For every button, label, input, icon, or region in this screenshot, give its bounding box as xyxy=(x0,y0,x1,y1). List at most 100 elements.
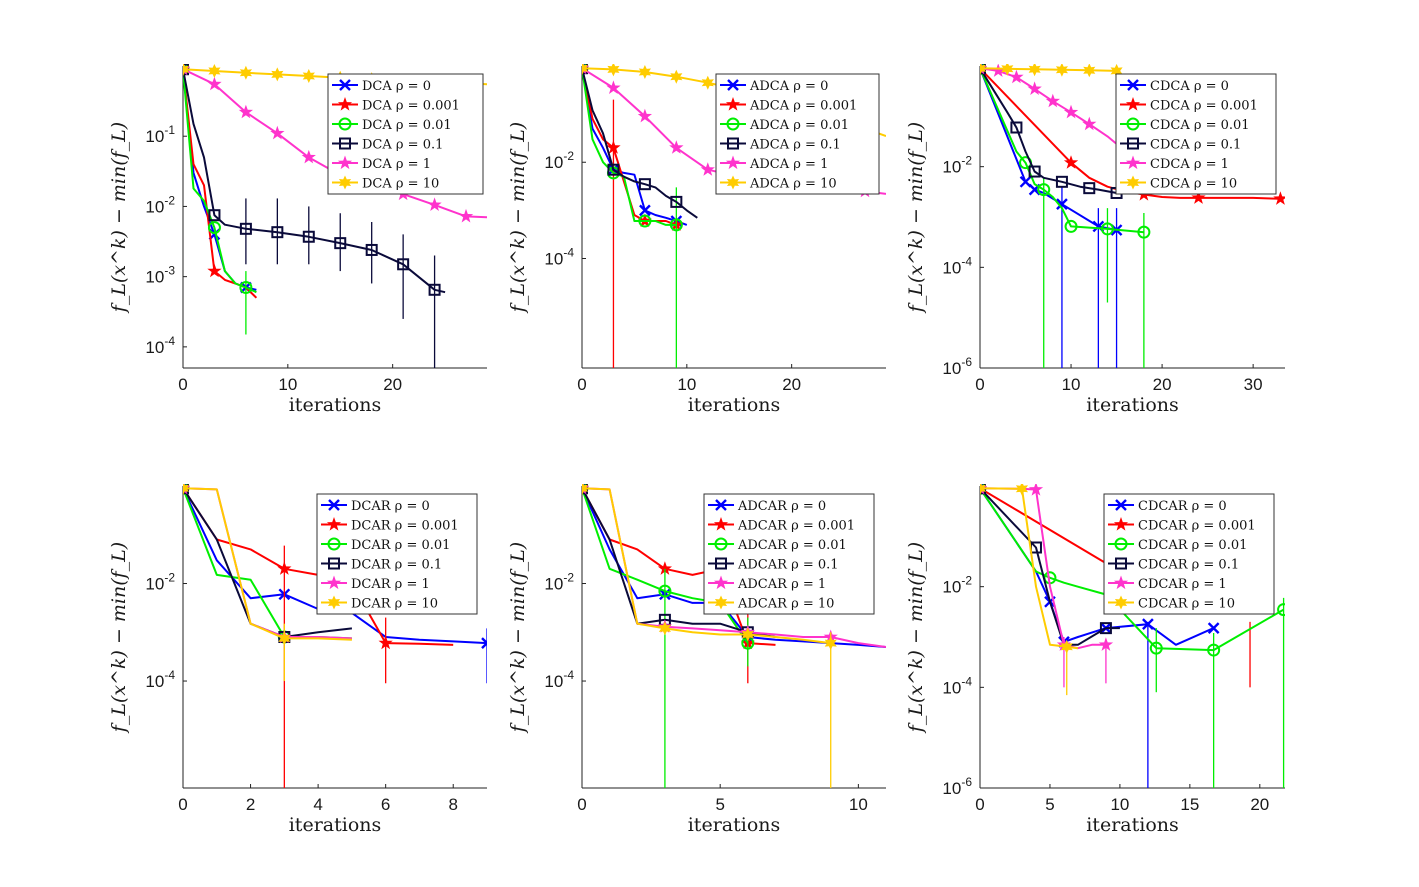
y-tick-label: 10-1 xyxy=(145,123,175,146)
data-point xyxy=(239,222,252,235)
data-point xyxy=(183,64,190,77)
legend-label: CDCAR ρ = 0.1 xyxy=(1138,558,1239,573)
data-point xyxy=(428,283,441,296)
legend-label: ADCAR ρ = 10 xyxy=(737,597,834,612)
y-axis-label: f_L(x^k) − min(f_L) xyxy=(108,542,130,734)
x-tick-label: 8 xyxy=(448,795,457,814)
data-point xyxy=(991,64,1006,77)
legend-marker xyxy=(726,175,740,190)
data-point xyxy=(1063,155,1079,169)
x-tick-label: 0 xyxy=(178,375,187,394)
data-point xyxy=(1273,191,1285,205)
data-point xyxy=(639,204,651,217)
y-tick-label: 10-6 xyxy=(942,355,972,378)
legend: ADCAR ρ = 0 ADCAR ρ = 0.001 ADCAR ρ = 0.01… xyxy=(703,493,875,615)
legend-label: ADCA ρ = 0.1 xyxy=(749,138,841,153)
y-tick-label: 10-4 xyxy=(942,254,972,277)
data-point xyxy=(1083,64,1096,78)
legend-label: CDCA ρ = 0.1 xyxy=(1150,138,1241,153)
x-tick-label: 0 xyxy=(178,795,187,814)
data-point xyxy=(278,631,291,646)
data-point xyxy=(1028,64,1041,77)
legend-marker xyxy=(326,517,342,531)
data-point xyxy=(1055,64,1068,77)
legend-box xyxy=(703,493,875,615)
plot-area xyxy=(582,484,886,788)
legend-marker xyxy=(1115,499,1127,511)
series-line xyxy=(183,487,352,641)
legend-marker xyxy=(727,79,739,91)
data-point xyxy=(239,65,252,80)
legend-label: ADCAR ρ = 0.1 xyxy=(737,558,839,573)
legend-marker xyxy=(327,595,341,610)
legend-marker xyxy=(328,557,340,570)
data-point xyxy=(1100,222,1114,236)
data-point xyxy=(638,178,651,191)
data-point xyxy=(208,64,221,78)
panel-3: 0 10 20 30 10-6 10-4 10-2 iterations f_L(x^k) − … xyxy=(905,64,1285,416)
data-point xyxy=(658,621,671,636)
x-tick-label: 20 xyxy=(782,375,801,394)
x-tick-label: 10 xyxy=(849,795,868,814)
legend-label: ADCAR ρ = 0.01 xyxy=(737,538,847,553)
data-point xyxy=(334,237,347,250)
legend-label: CDCA ρ = 0.01 xyxy=(1150,118,1250,133)
x-tick-label: 10 xyxy=(278,375,297,394)
legend-label: CDCAR ρ = 0.01 xyxy=(1138,538,1247,553)
legend-marker xyxy=(1126,117,1140,131)
data-point xyxy=(277,561,292,575)
data-point xyxy=(1001,64,1014,76)
legend-marker xyxy=(713,575,729,590)
data-point xyxy=(638,214,652,228)
legend-label: ADCA ρ = 1 xyxy=(749,157,828,172)
series-line xyxy=(980,487,1285,652)
data-point xyxy=(1277,603,1285,617)
y-axis-label: f_L(x^k) − min(f_L) xyxy=(507,122,529,314)
data-point xyxy=(1083,182,1096,195)
data-point xyxy=(1207,622,1220,634)
y-tick-label: 10-2 xyxy=(544,149,574,172)
y-tick-label: 10-4 xyxy=(145,668,175,691)
data-point xyxy=(1149,641,1163,655)
data-point xyxy=(637,108,652,123)
data-point xyxy=(658,584,672,598)
legend-marker xyxy=(328,499,340,511)
legend-label: CDCAR ρ = 10 xyxy=(1138,597,1235,612)
legend: CDCA ρ = 0 CDCA ρ = 0.001 CDCA ρ = 0.01 CDC… xyxy=(1115,73,1277,195)
x-tick-label: 0 xyxy=(577,375,586,394)
data-point xyxy=(701,75,714,90)
x-tick-label: 30 xyxy=(1244,375,1263,394)
data-point xyxy=(1056,198,1068,210)
x-axis-label: iterations xyxy=(688,814,781,836)
x-tick-label: 10 xyxy=(677,375,696,394)
data-point xyxy=(1010,121,1023,134)
data-point xyxy=(1028,165,1041,178)
legend-marker xyxy=(725,155,741,170)
x-axis-label: iterations xyxy=(1086,394,1179,416)
series-6 xyxy=(582,484,837,788)
x-axis-label: iterations xyxy=(1086,814,1179,836)
series-line xyxy=(980,487,1215,646)
y-axis-label: f_L(x^k) − min(f_L) xyxy=(905,122,927,314)
panel-5: 0 5 10 10-4 10-2 iterations f_L(x^k) − min(f_L… xyxy=(507,484,886,836)
legend-label: DCA ρ = 1 xyxy=(362,157,431,172)
legend-label: DCA ρ = 0 xyxy=(362,79,431,94)
legend-marker xyxy=(339,79,351,91)
x-tick-label: 20 xyxy=(383,375,402,394)
panel-1: 0 10 20 10-4 10-3 10-2 10-1 iterations f_L(x^k) … xyxy=(108,64,487,416)
data-point xyxy=(607,64,620,77)
x-tick-label: 0 xyxy=(975,375,984,394)
legend-marker xyxy=(338,117,352,131)
legend-label: CDCA ρ = 0.001 xyxy=(1150,99,1258,114)
series-6 xyxy=(980,64,1123,78)
y-tick-label: 10-4 xyxy=(544,245,574,268)
series-line xyxy=(183,69,446,294)
legend-marker xyxy=(337,97,353,111)
data-point xyxy=(270,125,285,140)
legend-marker xyxy=(1127,79,1139,91)
series-1 xyxy=(582,64,688,227)
y-axis-label: f_L(x^k) − min(f_L) xyxy=(507,542,529,734)
series-line xyxy=(183,69,257,294)
legend-label: ADCAR ρ = 1 xyxy=(737,577,826,592)
y-tick-label: 10-6 xyxy=(942,775,972,798)
